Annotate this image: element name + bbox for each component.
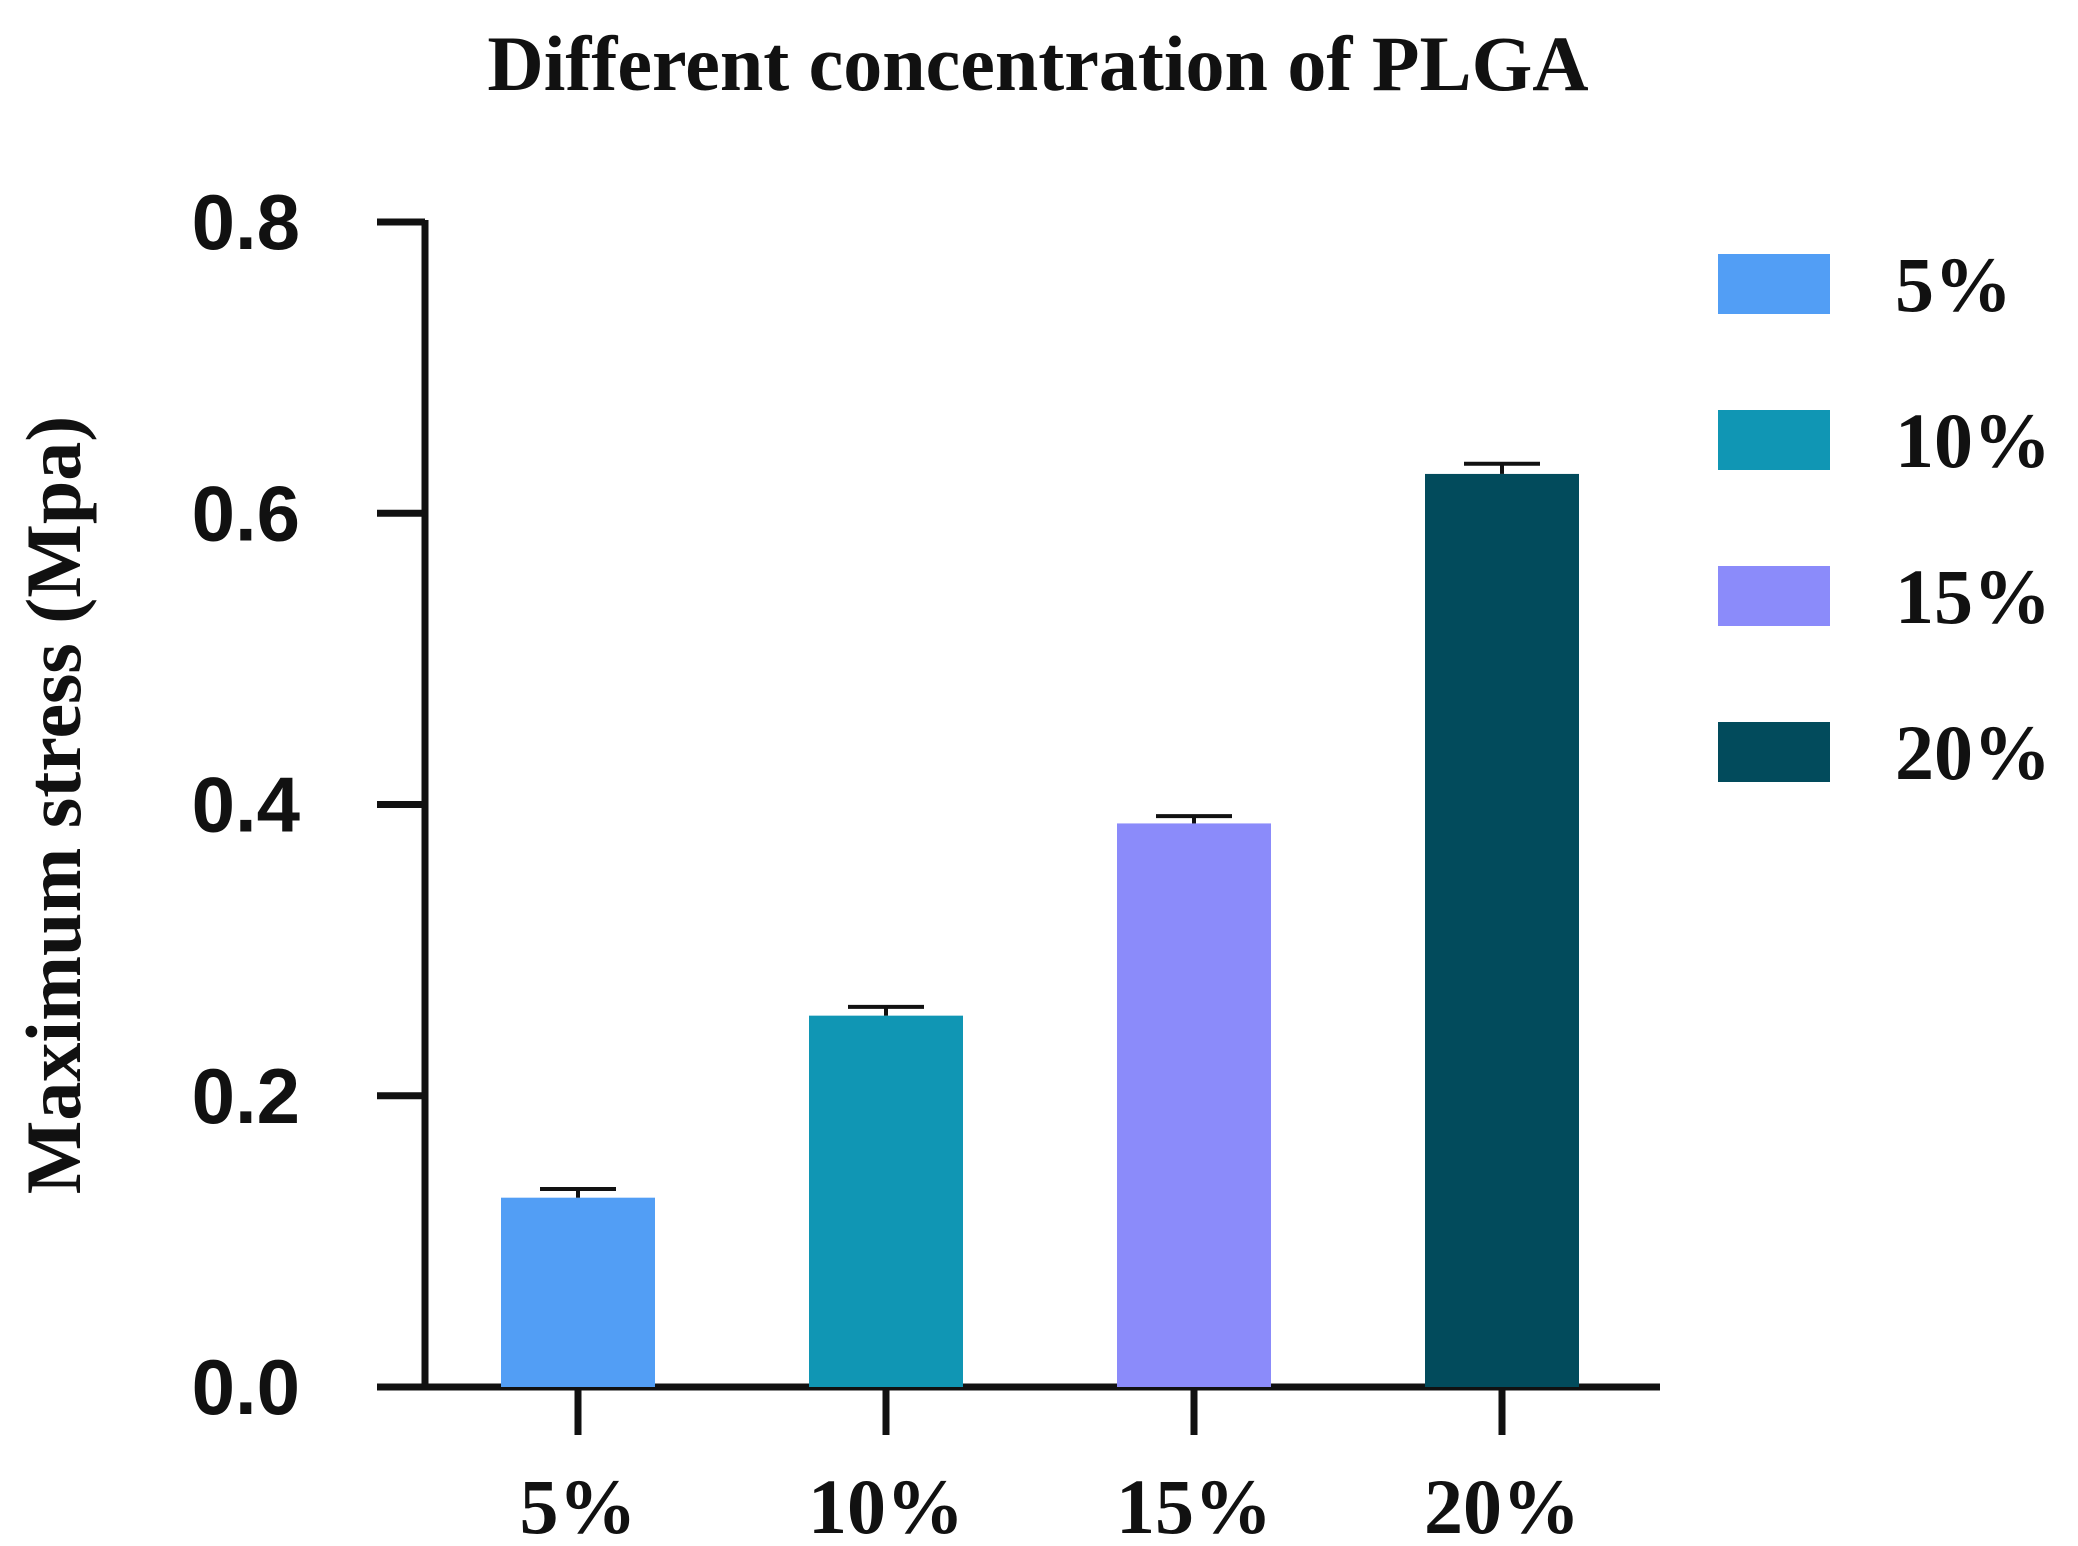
bar-20% <box>1425 473 1579 1387</box>
x-tick-label: 10% <box>808 1463 964 1546</box>
y-tick-label: 0.2 <box>192 1052 300 1140</box>
error-bars-group <box>540 461 1540 1198</box>
legend-swatch <box>1718 566 1830 626</box>
legend-label: 10% <box>1895 397 2051 484</box>
y-tick-label: 0.8 <box>192 178 300 266</box>
x-tick-label: 20% <box>1424 1463 1580 1546</box>
legend-swatch <box>1718 410 1830 470</box>
y-ticks-group: 0.0 0.2 0.4 0.6 0.8 <box>192 178 425 1431</box>
y-tick-label: 0.4 <box>192 761 300 849</box>
bar-15% <box>1117 823 1271 1387</box>
legend-label: 5% <box>1895 241 2012 328</box>
x-tick-label: 5% <box>520 1463 637 1546</box>
legend-swatch <box>1718 722 1830 782</box>
bar-10% <box>809 1015 963 1387</box>
legend-label: 20% <box>1895 709 2051 796</box>
bar-5% <box>501 1197 655 1387</box>
x-ticks-group: 5% 10% 15% 20% <box>520 1387 1580 1546</box>
chart-title: Different concentration of PLGA <box>487 20 1588 107</box>
x-tick-label: 15% <box>1116 1463 1272 1546</box>
legend: 5% 10% 15% 20% <box>1718 241 2051 796</box>
legend-label: 15% <box>1895 553 2051 640</box>
bars-group <box>501 473 1579 1387</box>
legend-swatch <box>1718 254 1830 314</box>
y-tick-label: 0.6 <box>192 469 300 557</box>
y-axis-label: Maximum stress (Mpa) <box>10 416 97 1194</box>
y-tick-label: 0.0 <box>192 1343 300 1431</box>
